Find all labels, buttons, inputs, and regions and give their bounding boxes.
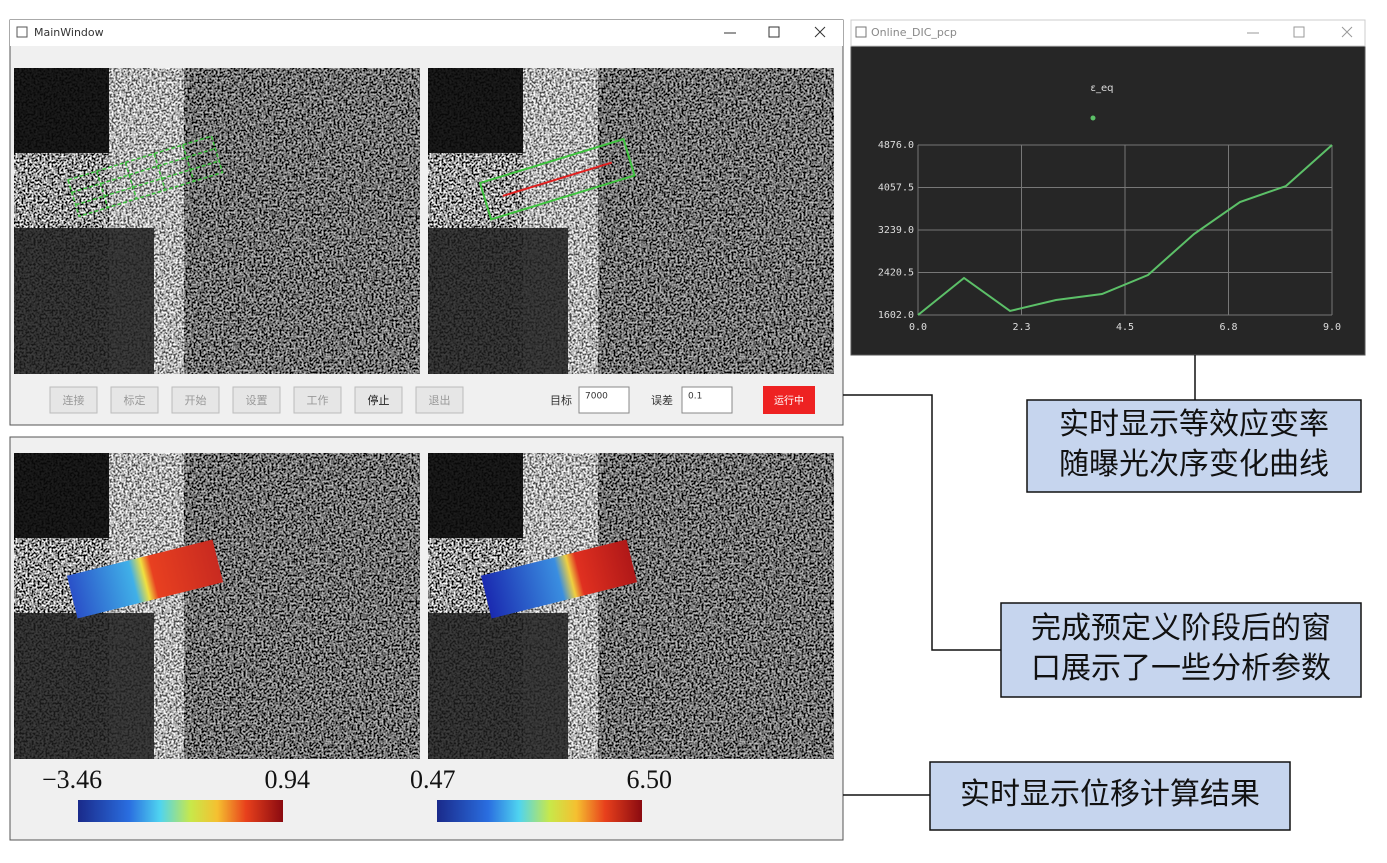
target-value: 7000: [585, 392, 608, 402]
y-tick-label: 1602.0: [878, 310, 914, 321]
plot-window: Online_DIC_pcp ε_eq 1602.0 2420.5 3239.0 40…: [850, 19, 1366, 356]
button[interactable]: [354, 386, 403, 414]
button[interactable]: [415, 386, 464, 414]
roi-grid: [67, 135, 224, 218]
callout-text: 实时显示等效应变率随曝光次序变化曲线: [1059, 407, 1329, 482]
colorbar-max: 0.94: [265, 765, 311, 794]
status-button[interactable]: [763, 386, 815, 414]
close[interactable]: [1341, 26, 1353, 38]
x-tick-label: 4.5: [1116, 322, 1134, 333]
legend-marker: [1090, 115, 1096, 121]
colorbar-min: −3.46: [42, 765, 102, 794]
button-bar: 连接 标定 开始 设置 工作 停止 退出: [49, 386, 464, 414]
roi-box: [478, 137, 636, 221]
callout-box: [929, 761, 1291, 831]
x-tick-label: 6.8: [1219, 322, 1237, 333]
camera-image: [14, 68, 420, 374]
callout-text: 完成预定义阶段后的窗口展示了一些分析参数: [1031, 611, 1331, 686]
button-label: 开始: [185, 393, 207, 407]
main-window: MainWindow 连接 标定 开始 设置 工作 停止 退出 目标 7000 误差 0.1…: [9, 19, 844, 426]
button-label: 标定: [124, 393, 146, 407]
x-tick-label: 9.0: [1323, 322, 1341, 333]
status-text: 运行中: [774, 394, 804, 407]
button[interactable]: [171, 386, 220, 414]
button-label: 连接: [63, 394, 85, 407]
colorbar-min: 0.47: [410, 765, 456, 794]
button-label: 退出: [429, 393, 451, 407]
button-label: 设置: [246, 394, 268, 407]
target-label: 目标: [550, 393, 572, 407]
colorbar: [437, 800, 642, 822]
y-tick-label: 4057.5: [878, 183, 914, 194]
maximize[interactable]: [1293, 26, 1305, 38]
button[interactable]: [110, 386, 159, 414]
x-tick-label: 0.0: [909, 322, 927, 333]
error-value: 0.1: [688, 392, 702, 402]
close[interactable]: [814, 26, 826, 38]
displacement-field: [66, 539, 224, 619]
target-input[interactable]: [578, 386, 630, 414]
callout-box: [1026, 399, 1362, 493]
button-label: 工作: [307, 394, 329, 407]
y-tick-label: 4876.0: [878, 140, 914, 151]
button-label: 停止: [368, 393, 390, 407]
error-input[interactable]: [681, 386, 733, 414]
colorbar: [78, 800, 283, 822]
button[interactable]: [49, 386, 98, 414]
button[interactable]: [232, 386, 281, 414]
connectors: [843, 355, 1196, 796]
colorbar-max: 6.50: [627, 765, 673, 794]
window-title: MainWindow: [34, 26, 104, 39]
maximize[interactable]: [768, 26, 780, 38]
window-title: Online_DIC_pcp: [871, 26, 957, 39]
y-tick-label: 2420.5: [878, 268, 914, 279]
chart-title: ε_eq: [1091, 83, 1114, 94]
displacement-field: [480, 539, 638, 619]
button[interactable]: [293, 386, 342, 414]
y-tick-label: 3239.0: [878, 225, 914, 236]
x-tick-label: 2.3: [1012, 322, 1030, 333]
camera-image: [428, 68, 834, 374]
data-line: [917, 144, 1333, 316]
callout-text: 实时显示位移计算结果: [960, 777, 1260, 812]
callout-box: [1000, 602, 1362, 698]
result-window: −3.46 0.94 0.47 6.50: [9, 436, 844, 841]
error-label: 误差: [651, 393, 673, 407]
